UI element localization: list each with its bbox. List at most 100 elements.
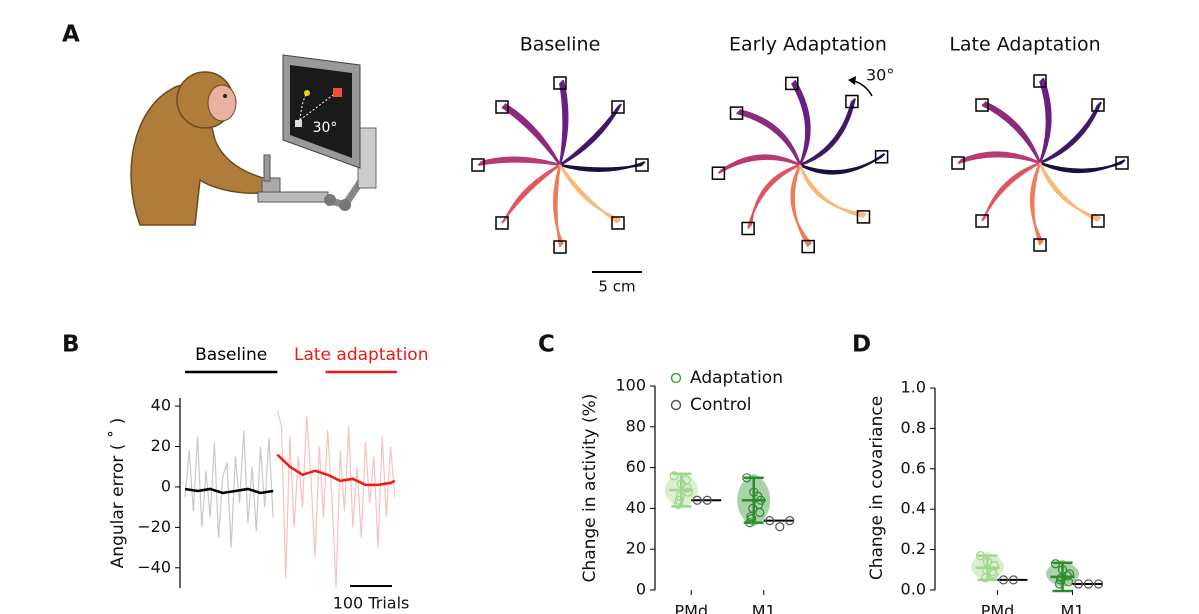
trajectory [790, 164, 812, 245]
screen-label: 30° [313, 120, 338, 136]
trajectory [501, 106, 561, 166]
trajectory [750, 164, 801, 226]
y-tick-label: 0.8 [901, 418, 926, 437]
trajectory [960, 151, 1041, 164]
rotation-arrowhead [848, 76, 856, 85]
trajectory [559, 164, 621, 222]
adaptation-point [669, 471, 679, 481]
y-tick-label: 0.6 [901, 458, 926, 477]
data-line [276, 409, 396, 589]
target [785, 76, 799, 91]
target [975, 98, 989, 112]
trajectory [553, 164, 564, 245]
target [1091, 98, 1105, 112]
x-tick-label: M1 [1061, 602, 1085, 614]
panel-letter: D [852, 332, 871, 358]
target [1033, 238, 1047, 252]
target [611, 100, 625, 114]
target [471, 158, 485, 172]
trajectory [720, 154, 801, 172]
control-point [1083, 579, 1094, 589]
rotation-label: 30° [866, 66, 894, 85]
y-tick-label: 0.4 [901, 499, 926, 518]
y-tick-label: 40 [151, 396, 171, 415]
scale-label: 100 Trials [333, 594, 410, 613]
legend-marker [670, 399, 682, 411]
target [495, 216, 509, 230]
control-point [775, 522, 785, 532]
trajectory [559, 104, 621, 166]
trajectory [559, 164, 622, 221]
panel-title: Early Adaptation [729, 34, 887, 56]
y-tick-label: 1.0 [901, 378, 926, 397]
data-line [184, 430, 274, 548]
trajectory [559, 164, 620, 223]
target [553, 76, 567, 90]
data-line [184, 487, 274, 495]
trajectory [739, 109, 801, 166]
y-tick-label: 0 [636, 580, 646, 599]
control-point [765, 516, 775, 526]
y-tick-label: 60 [626, 457, 646, 476]
trajectory [793, 79, 811, 166]
panel-letter: C [538, 332, 555, 358]
control-point [1073, 579, 1084, 589]
trajectory [504, 164, 561, 221]
trajectory [559, 105, 620, 166]
target [801, 239, 815, 254]
target [611, 216, 625, 230]
target [635, 158, 649, 172]
data-line [276, 453, 396, 487]
trajectory [1029, 162, 1044, 243]
control-point [1008, 575, 1019, 585]
y-tick-label: 100 [615, 376, 646, 395]
x-tick-label: PMd [981, 602, 1015, 614]
panel-letter: B [62, 332, 80, 358]
legend-marker [670, 372, 682, 384]
panel-title: Baseline [520, 34, 601, 56]
panel-title: Late Adaptation [949, 34, 1100, 56]
panel-letter: A [62, 22, 80, 48]
y-tick-label: 80 [626, 416, 646, 435]
target [729, 106, 744, 120]
x-tick-label: M1 [752, 602, 776, 614]
period-label: Baseline [195, 345, 267, 365]
trajectory [503, 164, 561, 222]
control-point [1093, 579, 1104, 589]
x-tick-label: PMd [674, 602, 708, 614]
control-point [702, 495, 712, 505]
monkey-illustration: 30° [130, 54, 377, 226]
control-point [998, 575, 1009, 585]
y-axis-label: Change in covariance [867, 396, 887, 580]
trajectory [504, 103, 561, 166]
y-tick-label: 40 [626, 498, 646, 517]
y-tick-label: −20 [137, 517, 171, 536]
legend-label: Control [690, 395, 751, 415]
target [856, 210, 871, 224]
target [495, 100, 509, 114]
adaptation-point [980, 573, 991, 583]
trajectory [799, 164, 867, 215]
adaptation-point [683, 487, 693, 497]
y-tick-label: 0 [161, 476, 171, 495]
y-axis-label: Change in activity (%) [580, 394, 600, 583]
target [553, 240, 567, 254]
trajectories [471, 74, 1129, 254]
y-tick-label: 0.2 [901, 539, 926, 558]
trajectory [559, 106, 619, 166]
target [845, 94, 859, 109]
target [711, 166, 726, 180]
y-tick-label: 0.0 [901, 580, 926, 599]
target [1115, 156, 1129, 170]
y-tick-label: 20 [151, 436, 171, 455]
period-label: Late adaptation [294, 345, 428, 365]
adaptation-point [674, 495, 684, 505]
y-tick-label: 20 [626, 539, 646, 558]
trajectory [480, 156, 561, 166]
trajectory [502, 164, 561, 223]
y-axis-label: Angular error ( ˚ ) [107, 418, 128, 569]
target [975, 214, 989, 228]
target [874, 150, 889, 164]
trajectory [984, 162, 1041, 219]
